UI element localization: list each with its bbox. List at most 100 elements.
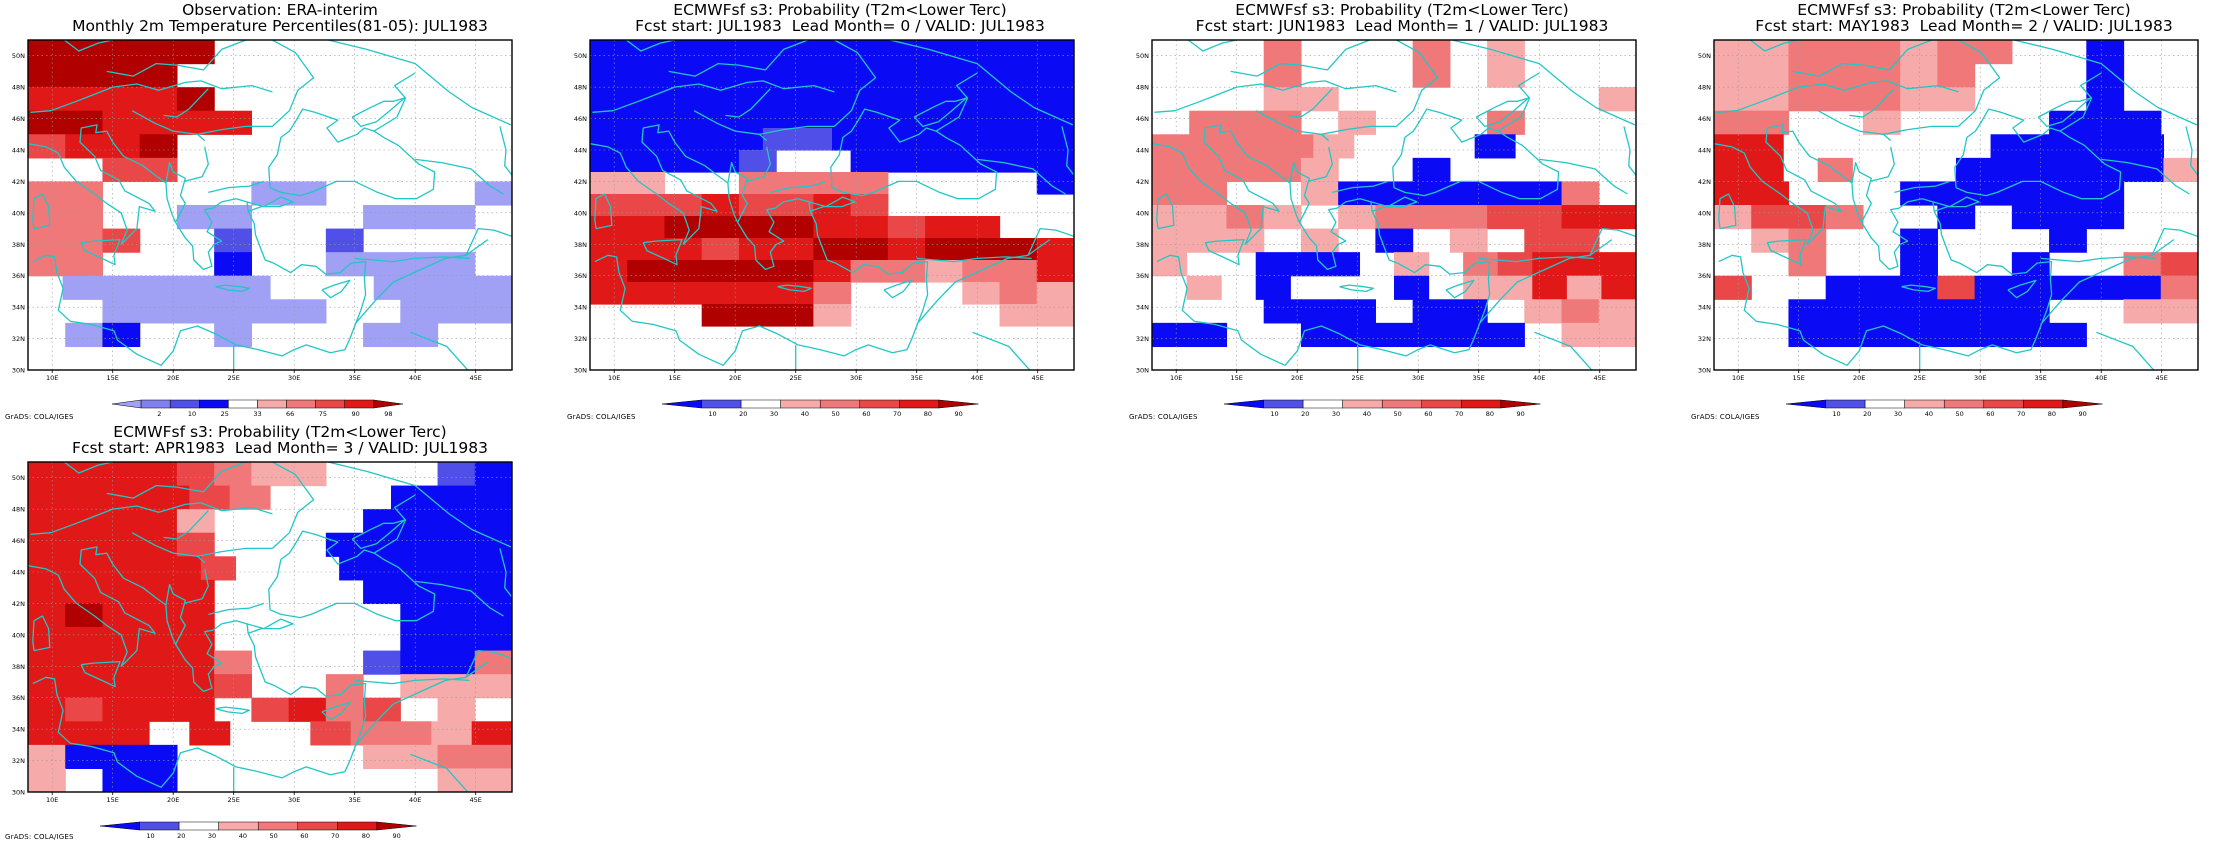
grid-cell [437,603,476,628]
grid-cell [65,63,104,88]
grid-cell [176,40,215,65]
grid-cell [901,128,937,151]
coastline [351,519,405,550]
latitude-tick-label: 46N [1698,115,1711,123]
colorbar: 2 10 25 33 66 75 90 98 [111,399,403,418]
colorbar-arrow-left [99,821,140,831]
grid-cell [2123,110,2162,135]
grid-cell [627,62,666,85]
grid-cell [437,205,476,230]
grid-cell [139,299,178,324]
grid-cell [590,282,628,305]
grid-cell [2094,134,2130,159]
colorbar-arrow-left [1223,399,1264,409]
coastline [321,279,351,299]
grid-cell [1375,322,1414,348]
grid-cell [813,282,852,305]
latitude-tick-label: 32N [1698,335,1711,343]
grid-cell [28,40,66,65]
coastline [693,110,768,142]
longitude-tick-label: 30E [1412,374,1424,382]
map-panel-observation: Observation: ERA-interim Monthly 2m Temp… [0,0,560,421]
grid-cell [408,556,444,581]
grid-cell [28,252,66,277]
grid-cell [999,304,1038,327]
coastline [131,110,206,142]
coastline [883,279,913,299]
grid-cell [437,744,476,770]
grid-cell [102,509,141,534]
longitude-tick-label: 40E [1533,374,1545,382]
grid-cell [664,62,703,85]
grid-cell [437,627,476,652]
coastline [1445,279,1475,299]
grid-cell [474,509,512,534]
grid-cell [2049,205,2087,230]
grid-cell [363,252,401,277]
grid-cell [437,579,476,605]
grid-cell [813,40,852,63]
grid-cell [474,603,512,628]
grid-cell [28,532,66,557]
coastline [2041,239,2175,324]
grid-cell [1714,40,1752,65]
grads-credit: GrADS: COLA/IGES [1129,413,1198,421]
grid-cell [229,485,271,510]
longitude-tick-label: 15E [1793,374,1805,382]
grid-cell [2011,181,2050,206]
grid-cell [400,205,439,230]
colorbar-segment [819,399,861,409]
coastline [1451,40,1636,126]
grid-cell [1375,205,1414,230]
grid-cell [1937,63,1976,88]
coastline [745,146,771,183]
grid-cell [139,768,178,792]
grid-cell [1714,157,1750,183]
grid-cell [999,40,1038,63]
coastline [625,40,675,52]
grid-cell [65,697,104,722]
coastline [415,580,504,617]
grid-cell [235,275,271,300]
longitude-tick-label: 10E [1732,374,1744,382]
coastline [1883,125,1959,135]
grid-cell [400,744,439,770]
grid-cell [1036,304,1074,327]
latitude-tick-label: 34N [12,726,25,734]
panel-title: ECMWFsf s3: Probability (T2m<Lower Terc) [1235,1,1569,19]
grid-cell [214,462,252,487]
grid-cell [437,462,476,487]
coastline [1204,238,1245,266]
coastline [499,126,512,177]
grid-cell [1039,128,1074,151]
latitude-tick-label: 48N [12,84,25,92]
grid-cell [108,721,150,746]
grid-cell [1487,63,1525,88]
colorbar-segment [344,399,375,409]
grid-cell [1152,322,1190,348]
grid-cell [2049,275,2087,300]
colorbar-label: 10 [1270,410,1278,418]
grid-cell [1788,40,1827,65]
colorbar-label: 40 [1363,410,1371,418]
grid-cell [776,40,814,63]
latitude-tick-label: 42N [574,178,587,186]
coastline [63,40,113,52]
grid-cell [1004,128,1041,151]
colorbar-label: 40 [801,410,809,418]
coastline [1766,238,1807,266]
grid-cell [1255,252,1291,277]
colorbar-arrow-right [938,399,979,409]
grid-cell [400,299,439,324]
grid-cell [1152,205,1190,230]
latitude-tick-label: 50N [12,474,25,482]
grid-cell [2025,134,2061,159]
colorbar-segment [297,821,338,831]
coastline [668,40,809,77]
grid-cell [776,106,814,129]
coastline [354,678,470,685]
colorbar-label: 20 [739,410,747,418]
longitude-tick-label: 25E [228,374,240,382]
grid-cell [2160,275,2198,300]
colorbar-segment [315,399,345,409]
